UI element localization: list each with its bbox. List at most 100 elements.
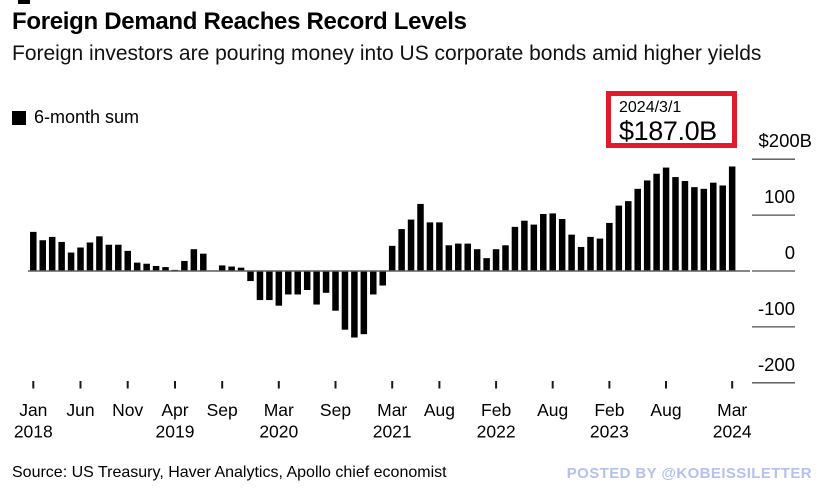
y-tick-label-100: 100	[764, 186, 795, 207]
bar-2019-06	[190, 249, 198, 271]
y-tick-label--100: -100	[758, 298, 795, 319]
bar-2019-01	[143, 263, 150, 271]
bar-2018-04	[58, 241, 65, 271]
bar-2021-06	[417, 203, 424, 271]
bar-2019-02	[152, 265, 160, 271]
x-tick-year-label: 2023	[590, 422, 629, 442]
bar-2021-04	[398, 229, 405, 271]
y-tick-label-200: $200B	[759, 130, 813, 151]
bar-2021-09	[445, 245, 453, 271]
bar-2022-08	[549, 213, 556, 271]
crop-artifact	[18, 0, 30, 4]
x-tick-month-label: Apr	[161, 400, 188, 420]
bar-2021-11	[464, 243, 471, 271]
bar-2023-04	[625, 201, 632, 272]
bar-2019-07	[200, 253, 207, 271]
bar-2023-06	[643, 180, 651, 271]
bar-2018-03	[48, 236, 56, 271]
bar-2021-01	[370, 271, 377, 295]
x-tick-month-label: Feb	[481, 400, 511, 420]
bar-2020-05	[294, 271, 301, 295]
bar-2021-02	[379, 271, 386, 286]
x-tick-year-label: 2024	[713, 422, 752, 442]
bar-2022-04	[511, 226, 519, 271]
x-tick-year-label: 2021	[373, 422, 412, 442]
bar-2022-02	[492, 249, 500, 271]
bar-2018-12	[133, 262, 141, 272]
callout-date: 2024/3/1	[619, 99, 682, 116]
bar-2021-08	[436, 222, 443, 271]
bar-2021-10	[455, 243, 462, 271]
bar-2024-02	[719, 185, 726, 271]
record-callout: 2024/3/1 $187.0B	[606, 91, 737, 148]
x-tick-month-label: Jun	[66, 400, 94, 420]
chart-subtitle: Foreign investors are pouring money into…	[12, 42, 762, 65]
bar-2024-03	[728, 166, 736, 271]
x-tick-year-label: 2022	[477, 422, 516, 442]
x-tick-month-label: Aug	[424, 400, 455, 420]
bar-2023-05	[634, 188, 641, 271]
bar-2023-12	[700, 188, 708, 271]
bar-2018-07	[86, 242, 94, 271]
bar-2022-03	[502, 245, 509, 271]
bar-2018-08	[96, 236, 103, 271]
bar-2023-11	[691, 187, 698, 271]
x-tick-month-label: Feb	[594, 400, 624, 420]
legend-swatch-icon	[12, 110, 26, 125]
bar-2022-11	[577, 246, 585, 271]
x-tick-month-label: Sep	[320, 400, 351, 420]
bar-2022-01	[483, 258, 490, 271]
bar-2023-02	[606, 222, 613, 271]
x-tick-month-label: Mar	[377, 400, 407, 420]
bar-2021-12	[473, 249, 481, 271]
legend: 6-month sum	[12, 107, 139, 128]
bar-2020-09	[332, 271, 339, 311]
bar-2018-09	[105, 244, 113, 271]
bar-2018-10	[115, 244, 122, 271]
bar-2019-10	[228, 266, 235, 271]
watermark: POSTED BY @KOBEISSILETTER	[566, 465, 812, 482]
bar-2020-02	[266, 271, 273, 301]
bar-2021-07	[426, 222, 434, 271]
bar-2023-08	[662, 167, 670, 271]
bar-2023-01	[596, 238, 604, 271]
bar-2020-07	[313, 271, 320, 305]
x-tick-month-label: Aug	[537, 400, 568, 420]
bar-2020-06	[303, 271, 311, 291]
bar-2024-01	[710, 182, 717, 271]
y-tick-label-0: 0	[785, 242, 795, 263]
bar-2019-05	[181, 260, 188, 271]
bar-2019-03	[162, 267, 169, 271]
bar-2022-09	[558, 219, 566, 271]
bar-2022-06	[530, 224, 538, 271]
x-tick-month-label: Aug	[650, 400, 681, 420]
bar-2018-05	[67, 252, 75, 271]
legend-label: 6-month sum	[34, 107, 140, 127]
bar-2022-07	[540, 213, 547, 271]
bar-2019-11	[237, 267, 245, 271]
bar-2019-09	[218, 265, 226, 271]
bar-2020-08	[322, 271, 330, 293]
x-tick-month-label: Mar	[717, 400, 747, 420]
chart-title: Foreign Demand Reaches Record Levels	[12, 8, 467, 35]
bar-2022-10	[568, 234, 575, 271]
bar-2023-03	[615, 205, 623, 271]
x-tick-year-label: 2020	[259, 422, 298, 442]
bar-2018-01	[30, 231, 37, 271]
bar-2023-09	[672, 177, 679, 271]
bar-2021-03	[388, 245, 396, 271]
bar-2022-12	[587, 236, 594, 271]
bar-2018-02	[39, 240, 46, 271]
source-note: Source: US Treasury, Haver Analytics, Ap…	[12, 464, 447, 481]
bar-2023-07	[653, 173, 660, 271]
bar-2020-03	[275, 271, 283, 306]
y-tick-label--200: -200	[758, 354, 795, 375]
bar-2022-05	[521, 220, 528, 271]
callout-value: $187.0B	[619, 116, 717, 146]
x-tick-month-label: Jan	[19, 400, 47, 420]
x-tick-year-label: 2019	[156, 422, 195, 442]
bar-2020-01	[256, 271, 264, 301]
bar-2018-06	[77, 247, 84, 271]
